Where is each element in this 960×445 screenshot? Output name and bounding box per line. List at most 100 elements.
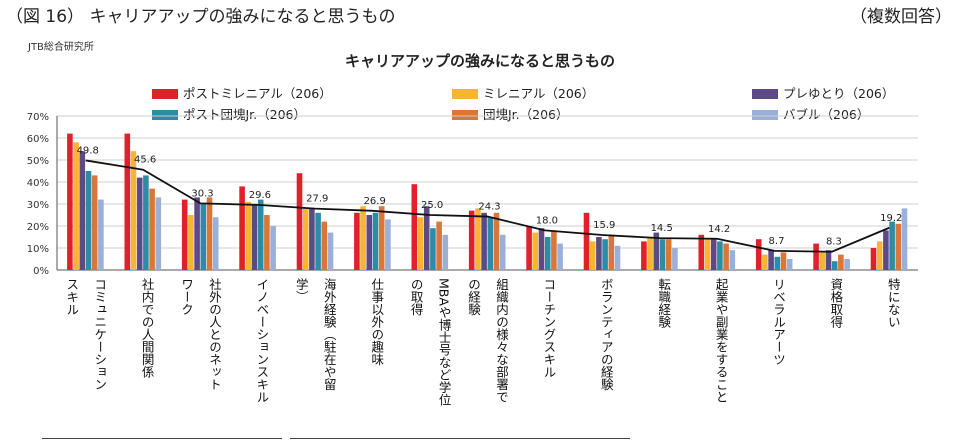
average-label: 8.7 bbox=[769, 236, 785, 247]
average-label: 8.3 bbox=[826, 237, 842, 248]
average-label: 27.9 bbox=[306, 194, 328, 205]
bar bbox=[704, 239, 711, 270]
bar bbox=[257, 199, 264, 270]
bar bbox=[602, 239, 608, 270]
x-category-label: 仕事以外の趣味 bbox=[369, 278, 384, 366]
bar bbox=[538, 228, 545, 270]
x-category-label: スキル bbox=[64, 278, 79, 316]
legend-swatch bbox=[752, 110, 778, 120]
average-label: 14.5 bbox=[651, 223, 673, 234]
bar bbox=[831, 261, 838, 270]
bar bbox=[774, 256, 781, 270]
bar bbox=[315, 212, 321, 270]
legend-swatch bbox=[152, 89, 178, 99]
average-label: 18.0 bbox=[536, 215, 558, 226]
legend-swatch bbox=[752, 89, 778, 99]
bar bbox=[710, 239, 717, 270]
bar bbox=[309, 208, 315, 270]
average-label: 30.3 bbox=[191, 188, 213, 199]
bar bbox=[653, 232, 660, 270]
bar bbox=[385, 219, 391, 270]
x-category-label: 組織内の様々な部署で bbox=[494, 278, 509, 403]
bar bbox=[780, 252, 787, 270]
legend-label: 団塊Jr.（206） bbox=[483, 107, 569, 122]
bar bbox=[296, 173, 303, 270]
average-label: 15.9 bbox=[593, 220, 615, 231]
bar bbox=[755, 239, 762, 270]
x-category-label: リベラルアーツ bbox=[771, 278, 786, 366]
average-label: 14.2 bbox=[708, 224, 730, 235]
chart-title: キャリアアップの強みになると思うもの bbox=[344, 52, 615, 70]
bar bbox=[270, 226, 276, 270]
x-category-label: コミュニケーション bbox=[92, 278, 107, 391]
bar bbox=[98, 199, 104, 270]
bar bbox=[723, 243, 729, 270]
legend-swatch bbox=[452, 110, 478, 120]
average-label: 49.8 bbox=[77, 145, 99, 156]
bar bbox=[468, 210, 475, 270]
bar bbox=[67, 133, 73, 270]
bar bbox=[91, 175, 98, 270]
legend-swatch bbox=[152, 110, 178, 120]
bar bbox=[596, 237, 602, 270]
legend-label: ポストミレニアル（206） bbox=[183, 86, 332, 101]
bar bbox=[876, 241, 883, 270]
figure-note: （複数回答） bbox=[850, 7, 952, 27]
x-category-label: 学） bbox=[294, 277, 309, 303]
bar bbox=[212, 217, 219, 270]
bar bbox=[672, 248, 678, 270]
bar bbox=[417, 217, 424, 270]
y-tick-label: 50% bbox=[27, 156, 49, 167]
bar bbox=[717, 241, 723, 270]
bar bbox=[366, 215, 373, 270]
bar bbox=[641, 241, 647, 270]
bar bbox=[813, 243, 819, 270]
x-category-label: ボランティアの経験 bbox=[599, 278, 614, 391]
x-category-label: イノベーションスキル bbox=[254, 278, 269, 403]
bar bbox=[85, 171, 92, 270]
bar bbox=[321, 221, 328, 270]
bar bbox=[762, 254, 768, 270]
bar bbox=[136, 177, 143, 270]
bar bbox=[608, 234, 615, 270]
bar bbox=[124, 133, 131, 270]
bar bbox=[819, 252, 826, 270]
bar bbox=[698, 234, 705, 270]
bar bbox=[493, 212, 500, 270]
bar bbox=[73, 142, 79, 270]
average-label: 45.6 bbox=[134, 155, 156, 166]
bar bbox=[526, 226, 532, 270]
legend-swatch bbox=[452, 89, 478, 99]
average-label: 29.6 bbox=[249, 190, 271, 201]
x-category-label: ワーク bbox=[179, 278, 194, 316]
x-category-label: MBAや博士号など学位 bbox=[437, 278, 452, 406]
bar bbox=[589, 241, 596, 270]
bar bbox=[245, 201, 252, 270]
bar bbox=[360, 206, 366, 270]
bar bbox=[544, 237, 551, 270]
bar bbox=[786, 259, 793, 270]
x-category-label: の経験 bbox=[466, 278, 481, 316]
bar bbox=[200, 204, 207, 270]
bar bbox=[239, 186, 245, 270]
bar bbox=[532, 232, 539, 270]
average-label: 19.2 bbox=[880, 213, 902, 224]
x-category-label: 海外経験（駐在や留 bbox=[322, 277, 337, 391]
bar bbox=[557, 243, 563, 270]
bar bbox=[583, 212, 590, 270]
average-line bbox=[85, 159, 890, 253]
legend-label: ポスト団塊Jr.（206） bbox=[183, 107, 306, 122]
x-category-label: 社内での人間関係 bbox=[140, 277, 155, 378]
y-tick-label: 70% bbox=[27, 112, 49, 123]
bar bbox=[442, 234, 449, 270]
x-category-label: 特にない bbox=[886, 277, 901, 328]
y-tick-label: 0% bbox=[33, 266, 49, 277]
x-category-label: 社外の人とのネット bbox=[207, 277, 222, 391]
figure-caption: （図 16） キャリアアップの強みになると思うもの bbox=[6, 7, 396, 27]
bar bbox=[354, 212, 360, 270]
y-tick-label: 20% bbox=[27, 222, 49, 233]
bar bbox=[659, 239, 666, 270]
footer-rule-left bbox=[42, 438, 282, 439]
bar bbox=[889, 221, 895, 270]
bar bbox=[729, 250, 736, 270]
